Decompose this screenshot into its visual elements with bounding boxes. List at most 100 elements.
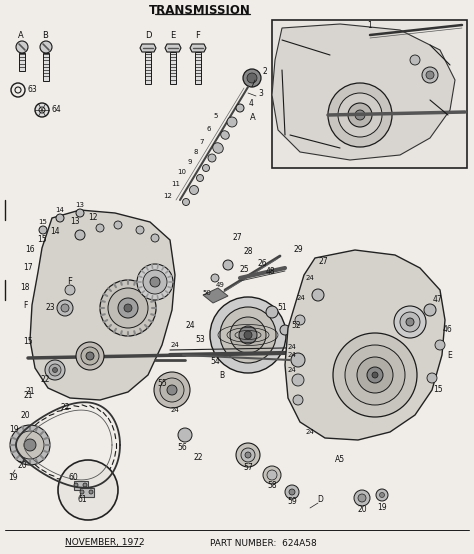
Circle shape [96, 224, 104, 232]
Text: 50: 50 [202, 290, 211, 296]
Circle shape [45, 360, 65, 380]
Circle shape [89, 490, 93, 494]
Text: 19: 19 [377, 502, 387, 511]
Text: 55: 55 [157, 379, 167, 388]
Circle shape [239, 326, 257, 344]
Circle shape [80, 490, 84, 494]
Text: 15: 15 [38, 219, 47, 225]
Text: 21: 21 [25, 387, 35, 397]
Text: F: F [68, 278, 73, 286]
Circle shape [220, 307, 276, 363]
Text: PART NUMBER:  624A58: PART NUMBER: 624A58 [210, 538, 317, 547]
Text: 5: 5 [214, 113, 218, 119]
Circle shape [136, 226, 144, 234]
Circle shape [357, 357, 393, 393]
Ellipse shape [208, 154, 216, 162]
Circle shape [245, 452, 251, 458]
Polygon shape [30, 210, 175, 400]
Circle shape [267, 470, 277, 480]
Text: 11: 11 [171, 181, 180, 187]
Circle shape [338, 93, 382, 137]
Text: 23: 23 [45, 304, 55, 312]
Circle shape [53, 367, 57, 372]
Text: 18: 18 [20, 283, 30, 291]
Circle shape [167, 385, 177, 395]
Circle shape [236, 443, 260, 467]
Text: 64: 64 [52, 105, 62, 115]
Circle shape [35, 103, 49, 117]
Text: 58: 58 [267, 481, 277, 490]
Circle shape [57, 300, 73, 316]
Polygon shape [190, 44, 206, 52]
Circle shape [241, 448, 255, 462]
Circle shape [100, 280, 156, 336]
Text: 48: 48 [265, 268, 275, 276]
Circle shape [160, 378, 184, 402]
Circle shape [247, 73, 257, 83]
Circle shape [56, 214, 64, 222]
Text: 4: 4 [249, 100, 254, 109]
Text: NOVEMBER, 1972: NOVEMBER, 1972 [65, 538, 145, 547]
Circle shape [61, 304, 69, 312]
Text: 15: 15 [37, 235, 47, 244]
Circle shape [114, 221, 122, 229]
Circle shape [285, 485, 299, 499]
Circle shape [354, 490, 370, 506]
Circle shape [40, 41, 52, 53]
Circle shape [118, 298, 138, 318]
Circle shape [424, 304, 436, 316]
Text: E: E [170, 32, 176, 40]
Circle shape [10, 425, 50, 465]
Text: 27: 27 [232, 233, 242, 242]
Text: 22: 22 [193, 454, 203, 463]
Text: 53: 53 [195, 336, 205, 345]
Circle shape [210, 297, 286, 373]
Text: A5: A5 [335, 455, 345, 464]
Bar [145, 52, 151, 84]
Circle shape [358, 494, 366, 502]
Circle shape [150, 277, 160, 287]
Polygon shape [140, 44, 156, 52]
Circle shape [422, 67, 438, 83]
Text: D: D [317, 495, 323, 505]
Circle shape [39, 226, 47, 234]
Text: 7: 7 [200, 139, 204, 145]
Ellipse shape [227, 117, 237, 127]
Circle shape [367, 367, 383, 383]
Text: 22: 22 [40, 376, 50, 384]
Text: 1: 1 [368, 22, 373, 30]
Circle shape [74, 483, 78, 487]
Circle shape [244, 331, 252, 339]
Bar [43, 53, 49, 81]
Polygon shape [285, 250, 445, 440]
Polygon shape [165, 44, 181, 52]
Text: 15: 15 [23, 337, 33, 346]
Circle shape [16, 41, 28, 53]
Ellipse shape [213, 143, 223, 153]
Text: 20: 20 [20, 411, 30, 419]
Circle shape [293, 395, 303, 405]
Text: 14: 14 [55, 207, 64, 213]
Text: 24: 24 [306, 275, 314, 281]
Text: 60: 60 [68, 474, 78, 483]
Text: 12: 12 [88, 213, 98, 223]
Circle shape [75, 230, 85, 240]
Text: 56: 56 [177, 443, 187, 452]
Circle shape [406, 318, 414, 326]
Text: 61: 61 [77, 495, 87, 505]
Text: 52: 52 [291, 321, 301, 330]
Text: 28: 28 [243, 248, 253, 257]
Circle shape [410, 55, 420, 65]
Circle shape [295, 315, 305, 325]
Circle shape [243, 69, 261, 87]
Circle shape [49, 364, 61, 376]
Circle shape [426, 71, 434, 79]
Ellipse shape [202, 165, 210, 172]
Circle shape [280, 325, 290, 335]
Ellipse shape [190, 186, 199, 194]
Circle shape [211, 274, 219, 282]
Circle shape [427, 373, 437, 383]
Text: 19: 19 [8, 474, 18, 483]
Circle shape [380, 493, 384, 497]
Text: 59: 59 [287, 497, 297, 506]
